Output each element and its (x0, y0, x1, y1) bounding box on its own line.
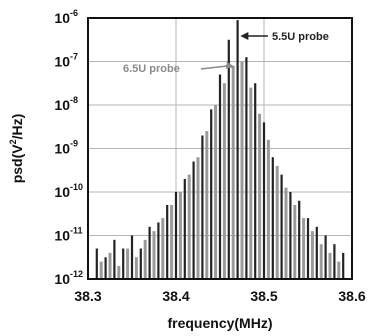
x-tick-label: 38.5 (250, 288, 277, 304)
x-tick-label: 38.6 (338, 288, 365, 304)
y-axis-label-tail: /Hz) (9, 114, 25, 140)
y-tick-label: 10 (54, 10, 70, 26)
y-tick-base: 10 (54, 141, 70, 157)
x-tick-label: 38.3 (74, 288, 101, 304)
y-tick-base: 10 (54, 97, 70, 113)
annotation-label: 5.5U probe (272, 31, 329, 43)
y-tick-exponent: -8 (70, 95, 78, 105)
y-axis-label-base: psd(V (9, 144, 25, 184)
y-tick-exponent: -10 (70, 182, 83, 192)
y-tick-base: 10 (54, 271, 70, 287)
y-tick-exponent: -6 (70, 8, 78, 18)
plot-frame (87, 17, 353, 280)
series-layer (95, 20, 345, 279)
annotation-label: 6.5U probe (123, 63, 180, 75)
series-secondary (99, 61, 341, 279)
y-tick-base: 10 (54, 10, 70, 26)
x-tick-label: 38.4 (162, 288, 189, 304)
y-tick-label: 10 (54, 184, 70, 200)
y-tick-label: 10 (54, 228, 70, 244)
y-tick-base: 10 (54, 184, 70, 200)
annotation-arrowhead (240, 32, 249, 40)
y-tick-label: 10 (54, 97, 70, 113)
y-tick-exponent: -12 (70, 269, 83, 279)
y-axis-label-sup: 2 (8, 139, 18, 144)
series-primary (95, 20, 345, 279)
y-tick-exponent: -11 (70, 226, 83, 236)
y-tick-label: 10 (54, 54, 70, 70)
y-tick-label: 10 (54, 271, 70, 287)
y-tick-exponent: -7 (70, 52, 78, 62)
y-tick-label: 10 (54, 141, 70, 157)
annotation-leader (200, 65, 228, 70)
y-tick-base: 10 (54, 228, 70, 244)
annotation-arrowhead (225, 61, 235, 69)
y-axis-label: psd(V2/Hz) (8, 114, 25, 184)
annotation-layer: 5.5U probe 6.5U probe (123, 31, 329, 75)
y-tick-base: 10 (54, 54, 70, 70)
x-axis-label: frequency(MHz) (167, 315, 272, 331)
y-tick-exponent: -9 (70, 139, 78, 149)
